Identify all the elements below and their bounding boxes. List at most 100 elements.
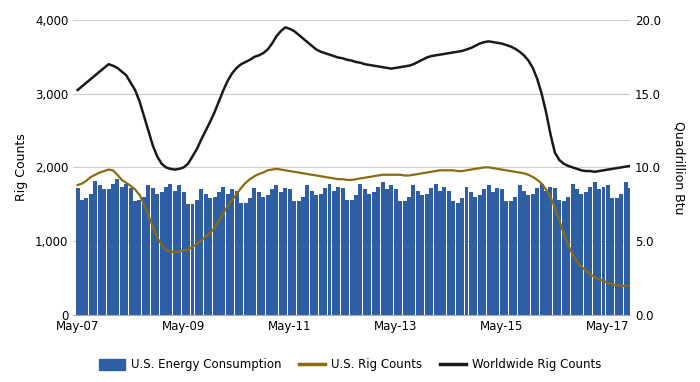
- Bar: [253, 188, 256, 315]
- Bar: [531, 194, 535, 315]
- Bar: [279, 193, 283, 315]
- Bar: [341, 188, 345, 315]
- Bar: [195, 200, 199, 315]
- Bar: [469, 193, 473, 315]
- Bar: [239, 203, 243, 315]
- Bar: [478, 195, 482, 315]
- Bar: [160, 193, 164, 315]
- Bar: [442, 186, 447, 315]
- Y-axis label: Quadrillion Btu: Quadrillion Btu: [672, 121, 685, 214]
- Bar: [169, 184, 172, 315]
- Bar: [601, 186, 606, 315]
- Bar: [513, 197, 517, 315]
- Bar: [173, 191, 177, 315]
- Bar: [190, 204, 195, 315]
- Bar: [536, 188, 539, 315]
- Bar: [465, 186, 468, 315]
- Bar: [398, 201, 402, 315]
- Bar: [438, 191, 442, 315]
- Bar: [407, 197, 411, 315]
- Bar: [412, 185, 416, 315]
- Bar: [416, 191, 420, 315]
- Bar: [540, 184, 544, 315]
- Bar: [557, 200, 561, 315]
- Bar: [204, 194, 208, 315]
- Bar: [580, 194, 583, 315]
- Bar: [332, 191, 336, 315]
- Bar: [575, 189, 579, 315]
- Bar: [452, 201, 455, 315]
- Bar: [620, 194, 623, 315]
- Legend: U.S. Energy Consumption, U.S. Rig Counts, Worldwide Rig Counts: U.S. Energy Consumption, U.S. Rig Counts…: [94, 354, 606, 376]
- Bar: [120, 186, 124, 315]
- Y-axis label: Rig Counts: Rig Counts: [15, 133, 28, 201]
- Bar: [597, 189, 601, 315]
- Bar: [146, 185, 150, 315]
- Bar: [129, 188, 132, 315]
- Bar: [248, 198, 252, 315]
- Bar: [650, 188, 654, 315]
- Bar: [610, 198, 615, 315]
- Bar: [358, 184, 363, 315]
- Bar: [133, 201, 137, 315]
- Bar: [328, 184, 332, 315]
- Bar: [368, 194, 371, 315]
- Bar: [544, 191, 548, 315]
- Bar: [182, 193, 186, 315]
- Bar: [76, 188, 80, 315]
- Bar: [425, 194, 428, 315]
- Bar: [447, 191, 451, 315]
- Bar: [297, 201, 300, 315]
- Bar: [270, 189, 274, 315]
- Bar: [584, 193, 588, 315]
- Bar: [402, 201, 407, 315]
- Bar: [570, 184, 575, 315]
- Bar: [221, 186, 225, 315]
- Bar: [208, 198, 212, 315]
- Bar: [509, 201, 512, 315]
- Bar: [654, 184, 659, 315]
- Bar: [177, 185, 181, 315]
- Bar: [588, 186, 592, 315]
- Bar: [265, 195, 270, 315]
- Bar: [301, 197, 305, 315]
- Bar: [111, 184, 115, 315]
- Bar: [354, 195, 358, 315]
- Bar: [155, 194, 159, 315]
- Bar: [460, 198, 464, 315]
- Bar: [553, 188, 557, 315]
- Bar: [226, 194, 230, 315]
- Bar: [500, 189, 504, 315]
- Bar: [337, 186, 340, 315]
- Bar: [566, 197, 570, 315]
- Bar: [372, 193, 376, 315]
- Bar: [637, 191, 641, 315]
- Bar: [526, 195, 531, 315]
- Bar: [305, 185, 309, 315]
- Bar: [257, 193, 261, 315]
- Bar: [234, 191, 239, 315]
- Bar: [288, 189, 292, 315]
- Bar: [482, 189, 486, 315]
- Bar: [491, 193, 495, 315]
- Bar: [244, 203, 248, 315]
- Bar: [420, 195, 424, 315]
- Bar: [429, 188, 433, 315]
- Bar: [85, 198, 88, 315]
- Bar: [106, 189, 111, 315]
- Bar: [98, 185, 102, 315]
- Bar: [633, 193, 636, 315]
- Bar: [318, 194, 323, 315]
- Bar: [186, 204, 190, 315]
- Bar: [261, 197, 265, 315]
- Bar: [80, 200, 84, 315]
- Bar: [345, 200, 349, 315]
- Bar: [93, 181, 97, 315]
- Bar: [102, 189, 106, 315]
- Bar: [116, 179, 120, 315]
- Bar: [433, 184, 438, 315]
- Bar: [593, 182, 596, 315]
- Bar: [385, 189, 389, 315]
- Bar: [150, 188, 155, 315]
- Bar: [137, 200, 141, 315]
